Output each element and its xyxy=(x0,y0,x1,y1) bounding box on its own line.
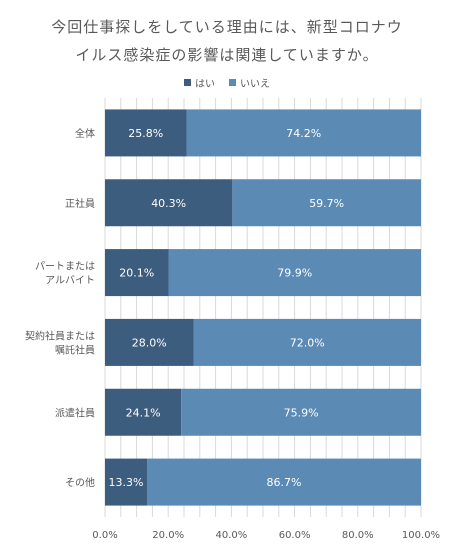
category-label: アルバイト xyxy=(45,275,95,287)
data-label: 79.9% xyxy=(277,267,312,280)
data-label: 40.3% xyxy=(151,197,186,210)
bar-segment-no xyxy=(232,179,421,227)
chart-legend: はい いいえ xyxy=(0,75,454,90)
bar-segment-yes xyxy=(105,458,148,506)
bar-segment-no xyxy=(181,388,421,436)
legend-item-no: いいえ xyxy=(229,75,270,90)
legend-item-yes: はい xyxy=(184,75,215,90)
data-label: 20.1% xyxy=(119,267,154,280)
bar-segment-no xyxy=(168,249,421,297)
legend-label-no: いいえ xyxy=(240,79,270,90)
legend-swatch-yes xyxy=(184,79,191,86)
chart-title-line-2: イルス感染症の影響は関連していますか。 xyxy=(75,46,379,64)
category-label: パートまたは xyxy=(35,261,95,273)
x-tick-label: 0.0% xyxy=(92,530,117,541)
category-label: 嘱託社員 xyxy=(55,343,95,356)
data-label: 72.0% xyxy=(290,336,325,349)
bar-segment-yes xyxy=(105,179,233,227)
x-tick-label: 100.0% xyxy=(402,530,440,541)
x-tick-label: 40.0% xyxy=(216,530,248,541)
bar-segment-yes xyxy=(105,318,194,366)
bar-segment-yes xyxy=(105,109,187,157)
chart-title-line-1: 今回仕事探しをしている理由には、新型コロナウ xyxy=(51,18,403,36)
data-label: 59.7% xyxy=(309,197,344,210)
bar-segment-no xyxy=(193,318,421,366)
x-tick-label: 80.0% xyxy=(342,530,374,541)
data-label: 74.2% xyxy=(286,127,321,140)
data-label: 13.3% xyxy=(109,476,144,489)
bar-segment-no xyxy=(147,458,421,506)
legend-swatch-no xyxy=(229,79,236,86)
bar-segment-yes xyxy=(105,388,182,436)
data-label: 75.9% xyxy=(284,406,319,419)
x-tick-label: 20.0% xyxy=(152,530,184,541)
x-tick-label: 60.0% xyxy=(279,530,311,541)
data-label: 24.1% xyxy=(126,406,161,419)
category-label: その他 xyxy=(65,476,95,489)
data-label: 25.8% xyxy=(128,127,163,140)
category-label: 派遣社員 xyxy=(55,406,95,419)
data-label: 28.0% xyxy=(132,336,167,349)
category-label: 契約社員または xyxy=(25,329,95,342)
bar-segment-no xyxy=(186,109,421,157)
category-label: 正社員 xyxy=(65,197,95,210)
category-label: 全体 xyxy=(75,127,95,140)
legend-label-yes: はい xyxy=(195,79,215,90)
data-label: 86.7% xyxy=(267,476,302,489)
bar-segment-yes xyxy=(105,249,169,297)
